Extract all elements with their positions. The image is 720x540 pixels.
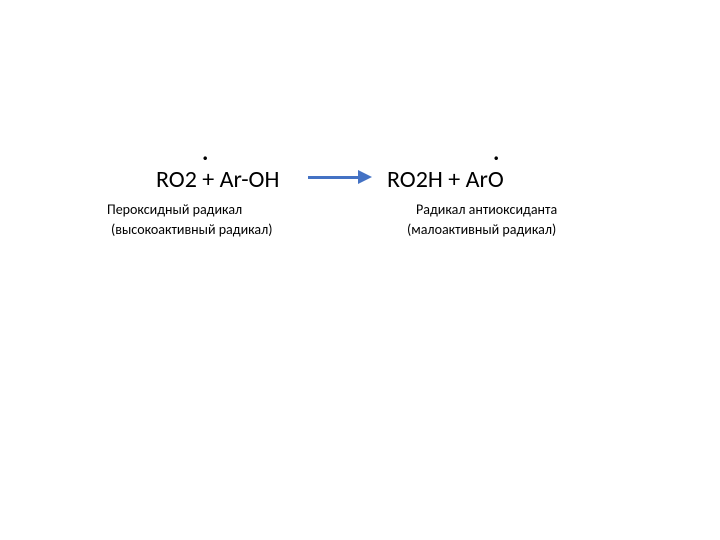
arrow-line [308, 176, 358, 179]
reaction-arrow [308, 170, 372, 184]
equation-right: RO2H + ArO [387, 168, 504, 192]
radical-dot-left: . [202, 141, 208, 165]
caption-left-1: Пероксидный радикал [107, 200, 242, 220]
arrow-head-icon [358, 170, 372, 184]
caption-right-1: Радикал антиоксиданта [416, 200, 557, 220]
caption-right-2: (малоактивный радикал) [407, 220, 556, 240]
equation-left: RO2 + Ar-OH [156, 168, 279, 192]
radical-dot-right: . [493, 141, 499, 165]
caption-left-2: (высокоактивный радикал) [111, 220, 273, 240]
